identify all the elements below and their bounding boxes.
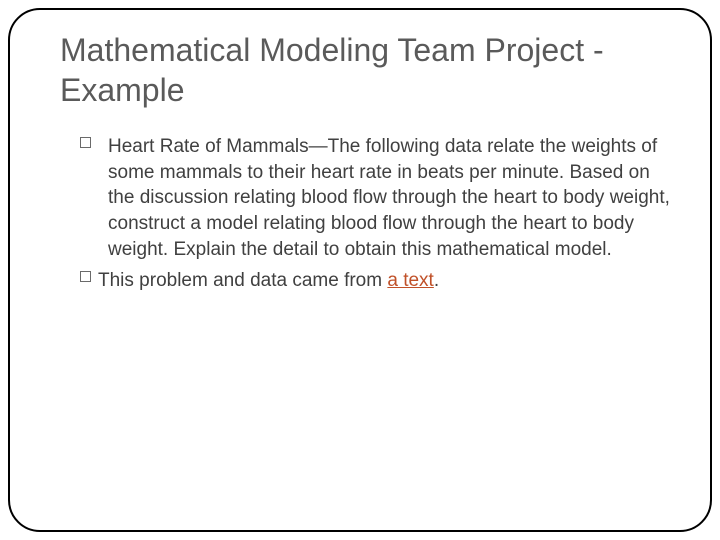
list-item: This problem and data came from a text. [80, 268, 670, 294]
bullet-text: Heart Rate of Mammals—The following data… [108, 136, 670, 260]
bullet-text-prefix: This problem and data came from [98, 270, 387, 291]
source-text-link[interactable]: a text [387, 270, 433, 291]
bullet-text: This problem and data came from a text. [98, 270, 439, 291]
square-bullet-icon [80, 137, 91, 148]
bullet-list: Heart Rate of Mammals—The following data… [60, 134, 670, 294]
bullet-text-suffix: . [434, 270, 439, 291]
slide-title: Mathematical Modeling Team Project - Exa… [60, 30, 670, 110]
slide-frame: Mathematical Modeling Team Project - Exa… [8, 8, 712, 532]
square-bullet-icon [80, 271, 91, 282]
list-item: Heart Rate of Mammals—The following data… [80, 134, 670, 262]
